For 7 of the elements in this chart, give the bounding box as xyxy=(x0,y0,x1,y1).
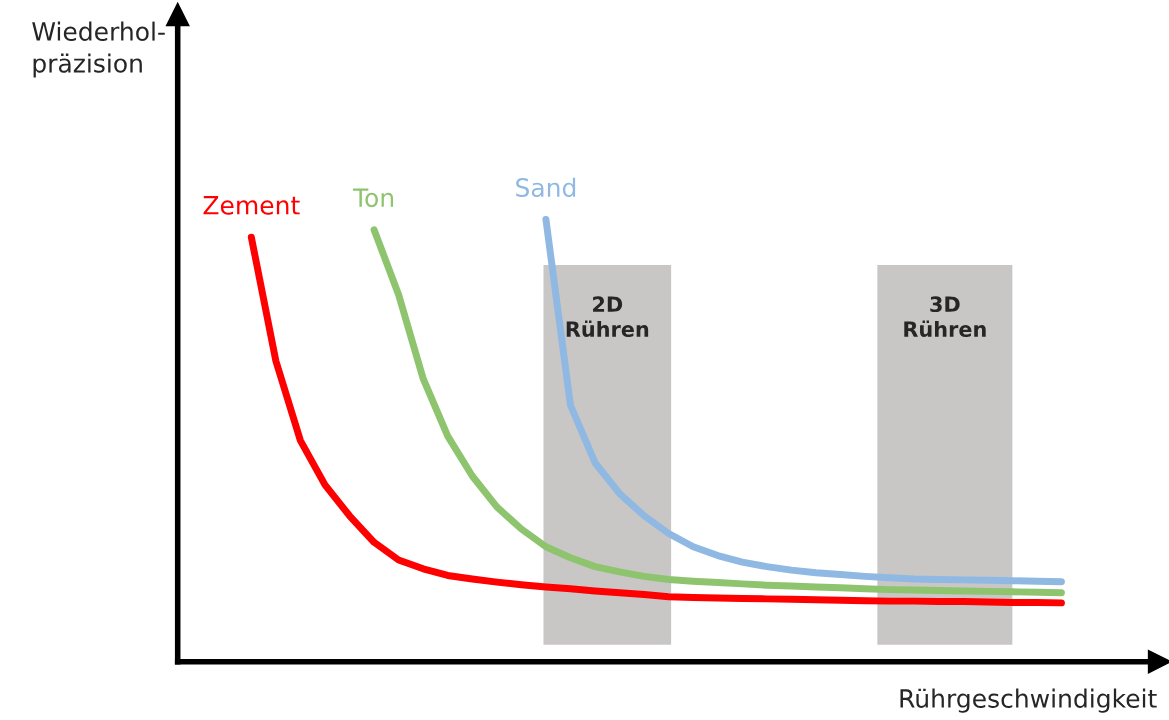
text: Wiederhol- präzision xyxy=(32,21,165,78)
x-axis-title: Rührgeschwindigkeit xyxy=(900,688,1157,713)
series-label: Ton xyxy=(352,188,394,208)
annotation: 2D Rühren xyxy=(566,296,649,337)
annotation: 3D Rühren xyxy=(904,296,986,337)
series-label: Sand xyxy=(516,177,576,198)
series-label: Zement xyxy=(203,196,300,215)
